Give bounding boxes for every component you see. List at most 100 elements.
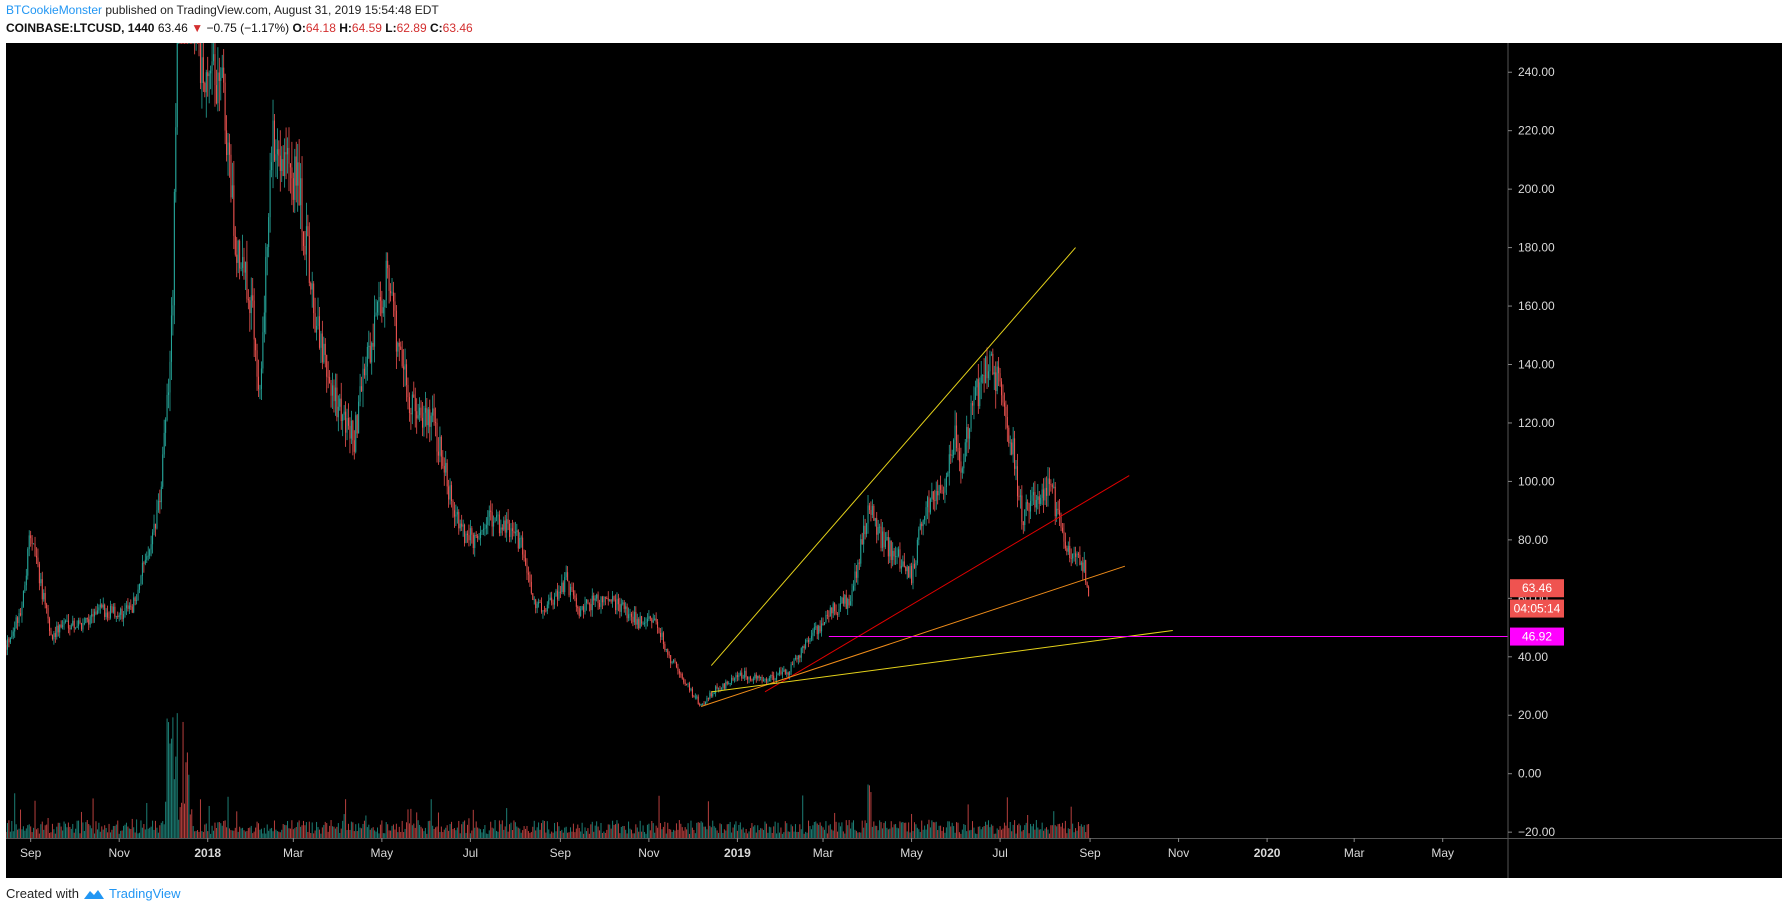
chart-panel[interactable]: −20.00 0.00 20.00 40.00 60.00 80.00 100.00 120.… bbox=[5, 0, 1782, 878]
volume-bar bbox=[62, 830, 64, 838]
candle-body bbox=[15, 617, 17, 629]
volume-bar bbox=[1046, 827, 1048, 838]
volume-bar bbox=[707, 801, 709, 838]
candle-body bbox=[329, 377, 331, 384]
candle-body bbox=[139, 583, 141, 590]
candle-body bbox=[1060, 514, 1062, 528]
volume-bar bbox=[310, 833, 312, 838]
volume-bar bbox=[935, 821, 937, 838]
candle-body bbox=[716, 686, 718, 689]
volume-bar bbox=[967, 804, 969, 838]
price-chart[interactable]: −20.000.0020.0040.0060.0080.00100.00120.… bbox=[5, 0, 1782, 878]
candle-body bbox=[912, 563, 914, 584]
candle-body bbox=[310, 282, 312, 290]
candle-body bbox=[603, 597, 605, 603]
candle-body bbox=[979, 382, 981, 407]
volume-bar bbox=[37, 828, 39, 838]
volume-bar bbox=[924, 825, 926, 838]
volume-bar bbox=[64, 823, 67, 838]
volume-bar bbox=[725, 830, 727, 838]
volume-bar bbox=[1054, 825, 1056, 838]
volume-bar bbox=[379, 824, 381, 838]
volume-bar bbox=[311, 822, 313, 838]
volume-bar bbox=[162, 821, 164, 838]
candle-body bbox=[871, 505, 873, 515]
volume-bar bbox=[1024, 825, 1026, 838]
candle-body bbox=[792, 664, 794, 666]
volume-bar bbox=[258, 823, 260, 838]
candle-body bbox=[500, 527, 502, 534]
volume-bar bbox=[574, 832, 576, 838]
volume-bar bbox=[188, 774, 190, 838]
candle-body bbox=[297, 162, 299, 186]
volume-bar bbox=[294, 828, 296, 838]
volume-bar bbox=[794, 824, 796, 838]
volume-bar bbox=[282, 824, 284, 838]
candle-body bbox=[652, 620, 654, 623]
volume-bar bbox=[639, 820, 641, 838]
candle-body bbox=[506, 519, 508, 533]
candle-body bbox=[461, 523, 463, 527]
candle-body bbox=[673, 660, 675, 662]
volume-bar bbox=[175, 756, 177, 838]
candle-body bbox=[1072, 553, 1074, 559]
volume-bar bbox=[588, 833, 590, 838]
volume-bar bbox=[704, 826, 706, 838]
candle-body bbox=[629, 613, 631, 615]
candle-body bbox=[919, 523, 921, 530]
volume-bar bbox=[548, 829, 550, 838]
candle-body bbox=[141, 562, 143, 576]
candle-body bbox=[1014, 438, 1016, 469]
candle-body bbox=[719, 688, 721, 690]
volume-bar bbox=[252, 833, 254, 838]
volume-bar bbox=[1021, 831, 1023, 838]
close-value: 63.46 bbox=[442, 21, 473, 35]
candle-body bbox=[511, 528, 513, 531]
candle-body bbox=[700, 703, 702, 706]
candle-body bbox=[951, 455, 953, 456]
candle-body bbox=[543, 610, 545, 612]
volume-bar bbox=[268, 830, 270, 838]
y-tick-label: 100.00 bbox=[1518, 474, 1555, 488]
volume-bar bbox=[249, 827, 251, 838]
x-tick-label: Sep bbox=[550, 846, 572, 860]
volume-bar bbox=[166, 718, 168, 838]
volume-bar bbox=[300, 826, 302, 838]
symbol-name[interactable]: COINBASE:LTCUSD, 1440 bbox=[6, 21, 155, 35]
volume-bar bbox=[136, 819, 138, 838]
volume-bar bbox=[318, 829, 320, 838]
candle-body bbox=[850, 601, 852, 606]
volume-bar bbox=[382, 833, 384, 838]
volume-bar bbox=[1022, 829, 1024, 838]
candle-body bbox=[802, 646, 804, 649]
candle-body bbox=[778, 670, 781, 674]
volume-bar bbox=[131, 818, 133, 838]
candle-body bbox=[1070, 557, 1072, 559]
volume-bar bbox=[223, 821, 225, 838]
volume-bar bbox=[485, 833, 487, 838]
candle-body bbox=[501, 527, 503, 530]
volume-bar bbox=[297, 822, 299, 838]
volume-bar bbox=[857, 832, 859, 838]
volume-bar bbox=[504, 826, 506, 838]
x-tick-label: Mar bbox=[813, 846, 834, 860]
candle-body bbox=[227, 142, 229, 156]
volume-bar bbox=[771, 832, 773, 838]
author-link[interactable]: BTCookieMonster bbox=[6, 3, 103, 17]
candle-body bbox=[210, 70, 212, 74]
volume-bar bbox=[649, 830, 651, 838]
y-tick-label: 120.00 bbox=[1518, 416, 1555, 430]
volume-bar bbox=[511, 830, 513, 838]
volume-bar bbox=[269, 828, 271, 838]
candle-body bbox=[37, 557, 39, 565]
tradingview-link[interactable]: TradingView bbox=[108, 886, 181, 901]
x-tick-label: 2019 bbox=[724, 846, 751, 860]
volume-bar bbox=[112, 825, 114, 838]
candle-body bbox=[223, 67, 225, 83]
candle-body bbox=[583, 606, 585, 613]
candle-body bbox=[43, 592, 45, 600]
volume-bar bbox=[854, 829, 856, 838]
candle-body bbox=[777, 673, 779, 676]
volume-bar bbox=[883, 822, 885, 838]
volume-bar bbox=[109, 832, 111, 838]
